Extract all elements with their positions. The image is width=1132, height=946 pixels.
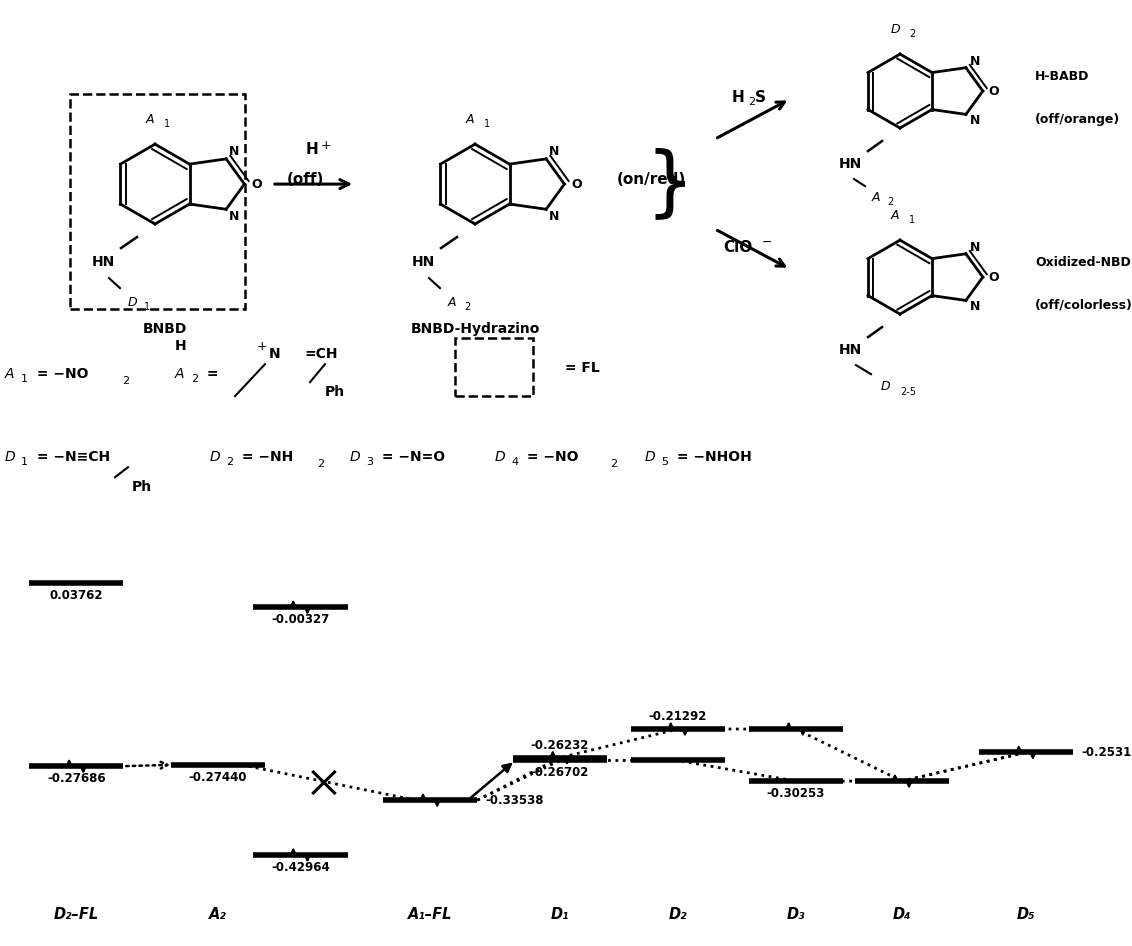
Text: A: A	[175, 367, 185, 381]
Text: D: D	[645, 450, 655, 464]
Text: -0.00327: -0.00327	[272, 613, 329, 626]
Text: 1: 1	[484, 119, 490, 129]
Text: D: D	[127, 295, 137, 308]
Text: D: D	[350, 450, 361, 464]
Text: 1: 1	[144, 302, 151, 312]
Text: A: A	[448, 295, 456, 308]
Text: 2: 2	[191, 375, 198, 384]
Text: +: +	[257, 340, 267, 353]
Text: 4: 4	[511, 457, 518, 467]
Text: = −NO: = −NO	[522, 450, 578, 464]
Text: S: S	[755, 90, 765, 105]
Text: D₂: D₂	[669, 907, 687, 922]
Text: D: D	[5, 450, 16, 464]
Text: -0.27686: -0.27686	[46, 772, 105, 785]
Text: N: N	[549, 210, 559, 222]
Text: N: N	[229, 210, 239, 222]
Text: N: N	[970, 55, 980, 68]
Text: N: N	[970, 241, 980, 254]
Text: = −NHOH: = −NHOH	[672, 450, 752, 464]
Text: A₁–FL: A₁–FL	[408, 907, 453, 922]
Text: -0.42964: -0.42964	[271, 861, 329, 874]
Text: 1: 1	[909, 215, 915, 225]
Text: =CH: =CH	[305, 347, 338, 361]
Text: D: D	[890, 23, 900, 36]
Text: H-BABD: H-BABD	[1035, 70, 1089, 82]
Text: -0.21292: -0.21292	[649, 710, 708, 724]
Text: 0.03762: 0.03762	[50, 589, 103, 603]
Text: O: O	[251, 178, 261, 190]
Text: = −N≡CH: = −N≡CH	[32, 450, 110, 464]
Text: (on/red): (on/red)	[617, 171, 686, 186]
Text: Ph: Ph	[325, 385, 345, 399]
Text: D₅: D₅	[1017, 907, 1035, 922]
Text: (off/orange): (off/orange)	[1035, 113, 1121, 126]
Text: A: A	[872, 190, 881, 203]
Text: ClO: ClO	[723, 239, 753, 254]
Text: HN: HN	[839, 157, 861, 171]
Text: O: O	[572, 178, 582, 190]
Text: D: D	[495, 450, 506, 464]
Text: A: A	[465, 113, 474, 126]
Text: HN: HN	[839, 343, 861, 358]
Text: Oxidized-NBD: Oxidized-NBD	[1035, 255, 1131, 269]
Text: 1: 1	[22, 457, 28, 467]
Text: Ph: Ph	[132, 481, 152, 494]
Text: 2: 2	[464, 302, 470, 312]
Text: 2: 2	[886, 197, 893, 207]
Text: D₃: D₃	[787, 907, 805, 922]
Text: -0.27440: -0.27440	[189, 771, 247, 783]
Text: A: A	[891, 208, 899, 221]
Text: O: O	[988, 84, 1000, 97]
Text: (off/colorless): (off/colorless)	[1035, 299, 1132, 311]
Text: HN: HN	[411, 255, 435, 269]
Text: N: N	[970, 300, 980, 313]
Text: }: }	[645, 147, 694, 221]
Text: D₂–FL: D₂–FL	[53, 907, 98, 922]
Text: (off): (off)	[286, 171, 324, 186]
Text: N: N	[229, 146, 239, 158]
Text: +: +	[320, 138, 332, 151]
Text: 2: 2	[909, 29, 915, 39]
Text: D: D	[211, 450, 221, 464]
Text: 3: 3	[366, 457, 374, 467]
Text: -0.25317: -0.25317	[1081, 746, 1132, 759]
Text: -0.26232: -0.26232	[531, 739, 589, 752]
Text: 1: 1	[164, 119, 170, 129]
Text: 2-5: 2-5	[900, 387, 916, 397]
Text: N: N	[269, 347, 281, 361]
Text: H: H	[731, 90, 745, 105]
Text: 1: 1	[22, 375, 28, 384]
Text: 2: 2	[226, 457, 233, 467]
Text: HN: HN	[92, 255, 114, 269]
Text: BNBD-Hydrazino: BNBD-Hydrazino	[410, 323, 540, 336]
Text: H: H	[175, 340, 187, 353]
Text: −: −	[762, 236, 772, 249]
Text: D₁: D₁	[550, 907, 569, 922]
Text: O: O	[988, 271, 1000, 284]
Text: 2: 2	[122, 377, 129, 386]
Text: -0.26702: -0.26702	[531, 766, 589, 780]
Text: = FL: = FL	[560, 361, 600, 376]
Text: = −N=O: = −N=O	[377, 450, 445, 464]
Text: -0.30253: -0.30253	[766, 787, 825, 800]
Text: BNBD: BNBD	[143, 323, 187, 336]
Text: 2: 2	[610, 459, 617, 469]
Text: A: A	[146, 113, 154, 126]
Text: 5: 5	[661, 457, 668, 467]
Text: -0.33538: -0.33538	[486, 794, 544, 807]
Text: = −NO: = −NO	[32, 367, 88, 381]
Text: D: D	[881, 379, 890, 393]
Text: = −NH: = −NH	[237, 450, 293, 464]
Text: A: A	[5, 367, 15, 381]
Text: A₂: A₂	[209, 907, 226, 922]
Text: 2: 2	[317, 459, 324, 469]
Text: N: N	[970, 114, 980, 127]
Text: =: =	[201, 367, 218, 381]
Text: 2: 2	[748, 97, 755, 107]
Text: N: N	[549, 146, 559, 158]
Text: D₄: D₄	[893, 907, 911, 922]
Text: H: H	[306, 142, 318, 156]
